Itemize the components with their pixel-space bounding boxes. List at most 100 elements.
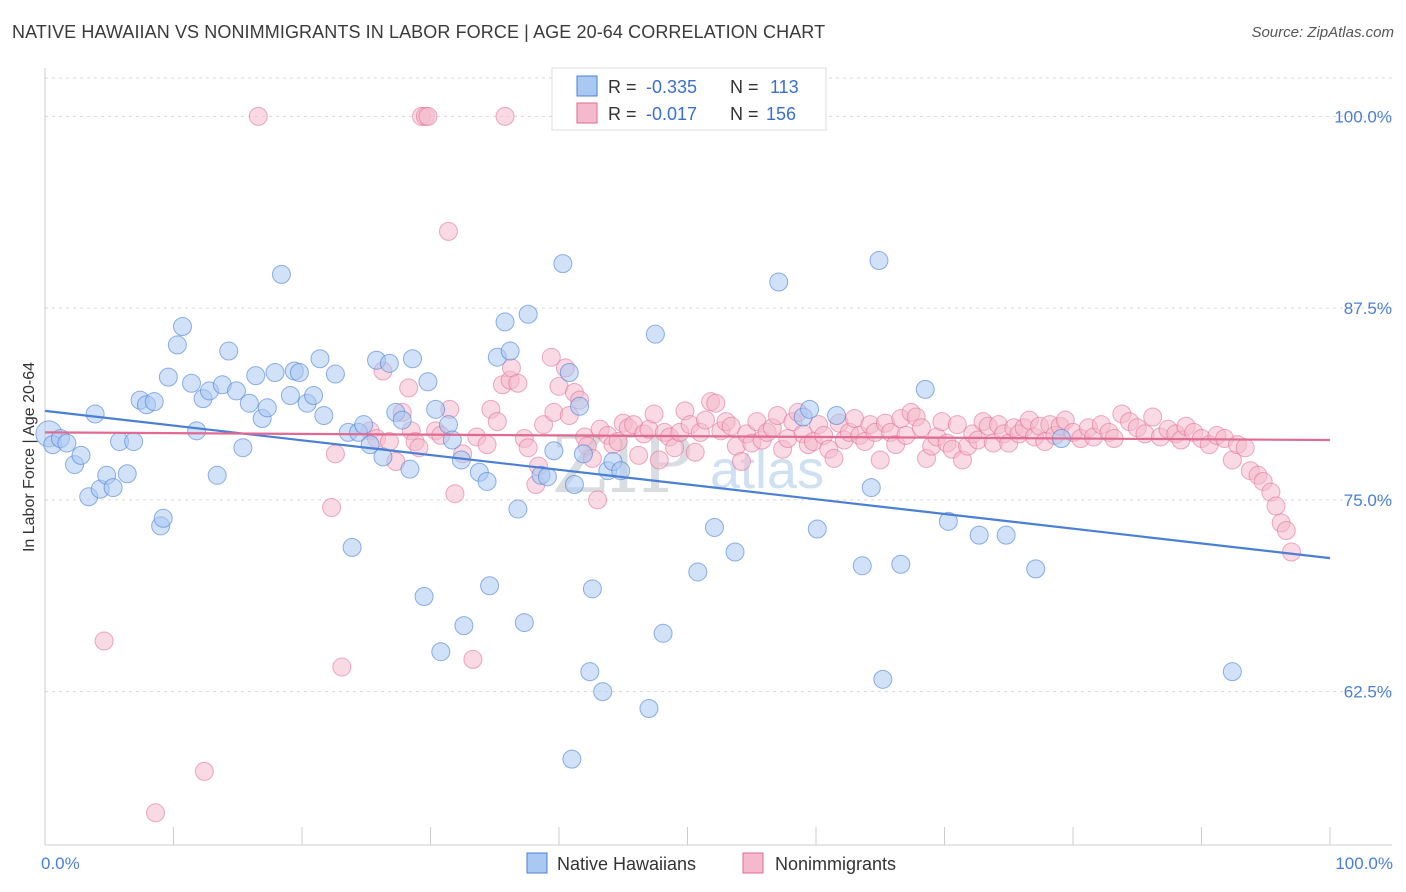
legend-r-label-2: R = <box>608 104 637 124</box>
native-hawaiians-point <box>172 317 192 337</box>
nonimmigrants-point <box>534 415 554 435</box>
nonimmigrants-point <box>706 393 726 413</box>
trend-lines <box>44 409 1331 560</box>
legend-n-label-1: N = <box>730 77 759 97</box>
nonimmigrants-point <box>649 450 669 470</box>
legend-n-label-2: N = <box>730 104 759 124</box>
nonimmigrants-point <box>896 425 916 445</box>
native-hawaiians-point <box>562 749 582 769</box>
nonimmigrants-point <box>94 631 114 651</box>
nonimmigrants-point <box>194 761 214 781</box>
legend-nonimmigrants-swatch <box>742 852 764 874</box>
x-tick-label-1: 100.0% <box>1335 854 1393 873</box>
native-hawaiians-point <box>852 556 872 576</box>
legend-n-value-1: 113 <box>770 77 799 97</box>
legend-r-value-2: -0.017 <box>646 104 697 124</box>
native-hawaiians-point <box>314 405 334 425</box>
native-hawaiians-point <box>1222 662 1242 682</box>
native-hawaiians-point <box>704 517 724 537</box>
nonimmigrants-point <box>1266 496 1286 516</box>
nonimmigrants-point <box>325 444 345 464</box>
native-hawaiians-point <box>938 511 958 531</box>
native-hawaiians-point <box>418 372 438 392</box>
native-hawaiians-point <box>827 405 847 425</box>
nonimmigrants-point <box>1135 424 1155 444</box>
native-hawaiians-point <box>996 525 1016 545</box>
legend-n-value-2: 156 <box>766 104 796 124</box>
native-hawaiians-trend-line <box>44 409 1331 560</box>
native-hawaiians-point <box>426 399 446 419</box>
nonimmigrants-point <box>731 452 751 471</box>
native-hawaiians-point <box>508 499 528 519</box>
native-hawaiians-point <box>57 433 77 453</box>
native-hawaiians-point <box>891 554 911 574</box>
native-hawaiians-point <box>373 447 393 467</box>
native-hawaiians-point <box>769 272 789 292</box>
y-tick-label-2: 87.5% <box>1344 299 1392 318</box>
nonimmigrants-point <box>1276 521 1296 541</box>
legend-box <box>551 67 827 131</box>
nonimmigrants-point <box>248 106 268 126</box>
nonimmigrants-point <box>947 415 967 435</box>
nonimmigrants-point <box>487 412 507 432</box>
y-tick-label-1: 75.0% <box>1344 491 1392 510</box>
native-hawaiians-point <box>239 393 259 413</box>
native-hawaiians-point <box>653 623 673 643</box>
nonimmigrants-point <box>608 432 628 452</box>
correlation-legend: R = -0.335 N = 113 R = -0.017 N = 156 <box>551 67 827 131</box>
legend-native-hawaiians-swatch <box>526 852 548 874</box>
native-hawaiians-point <box>392 410 412 430</box>
axes <box>44 68 1392 846</box>
native-hawaiians-point <box>144 392 164 412</box>
nonimmigrants-point <box>541 347 561 367</box>
native-hawaiians-point <box>257 398 277 418</box>
legend-nonimmigrants-label: Nonimmigrants <box>775 854 896 874</box>
nonimmigrants-trend-line <box>44 431 1331 442</box>
native-hawaiians-point <box>564 475 584 495</box>
native-hawaiians-point <box>688 562 708 582</box>
native-hawaiians-point <box>103 478 123 498</box>
native-hawaiians-point <box>226 381 246 401</box>
native-hawaiians-point <box>271 264 291 284</box>
native-hawaiians-point <box>800 399 820 419</box>
native-hawaiians-points <box>35 251 1242 769</box>
native-hawaiians-point <box>167 335 187 355</box>
chart-title: NATIVE HAWAIIAN VS NONIMMIGRANTS IN LABO… <box>12 22 826 42</box>
native-hawaiians-point <box>514 613 534 633</box>
native-hawaiians-point <box>537 467 557 487</box>
nonimmigrants-point <box>495 106 515 126</box>
native-hawaiians-point <box>573 444 593 464</box>
nonimmigrants-point <box>695 410 715 430</box>
series-legend: Native Hawaiians Nonimmigrants <box>526 852 896 874</box>
native-hawaiians-point <box>553 254 573 274</box>
native-hawaiians-point <box>915 379 935 399</box>
nonimmigrants-point <box>418 106 438 126</box>
x-tick-label-0: 0.0% <box>41 854 80 873</box>
native-hawaiians-point <box>158 367 178 387</box>
native-hawaiians-point <box>85 404 105 424</box>
native-hawaiians-point <box>725 542 745 562</box>
native-hawaiians-point <box>570 396 590 416</box>
legend-swatch-blue <box>576 75 598 97</box>
native-hawaiians-point <box>153 508 173 528</box>
nonimmigrants-point <box>463 649 483 669</box>
nonimmigrants-points <box>94 106 1301 823</box>
y-tick-label-0: 62.5% <box>1344 683 1392 702</box>
nonimmigrants-point <box>721 416 741 436</box>
native-hawaiians-point <box>342 537 362 557</box>
nonimmigrants-point <box>824 448 844 468</box>
native-hawaiians-point <box>207 465 227 485</box>
nonimmigrants-point <box>1235 438 1255 458</box>
nonimmigrants-point <box>399 378 419 398</box>
native-hawaiians-point <box>181 373 201 393</box>
nonimmigrants-point <box>629 445 649 465</box>
legend-native-hawaiians-label: Native Hawaiians <box>557 854 696 874</box>
source-label: Source: ZipAtlas.com <box>1251 24 1394 41</box>
y-tick-label-3: 100.0% <box>1334 107 1392 126</box>
native-hawaiians-point <box>861 478 881 498</box>
native-hawaiians-point <box>1026 559 1046 579</box>
native-hawaiians-point <box>304 386 324 406</box>
native-hawaiians-point <box>495 312 515 332</box>
nonimmigrants-point <box>332 657 352 677</box>
